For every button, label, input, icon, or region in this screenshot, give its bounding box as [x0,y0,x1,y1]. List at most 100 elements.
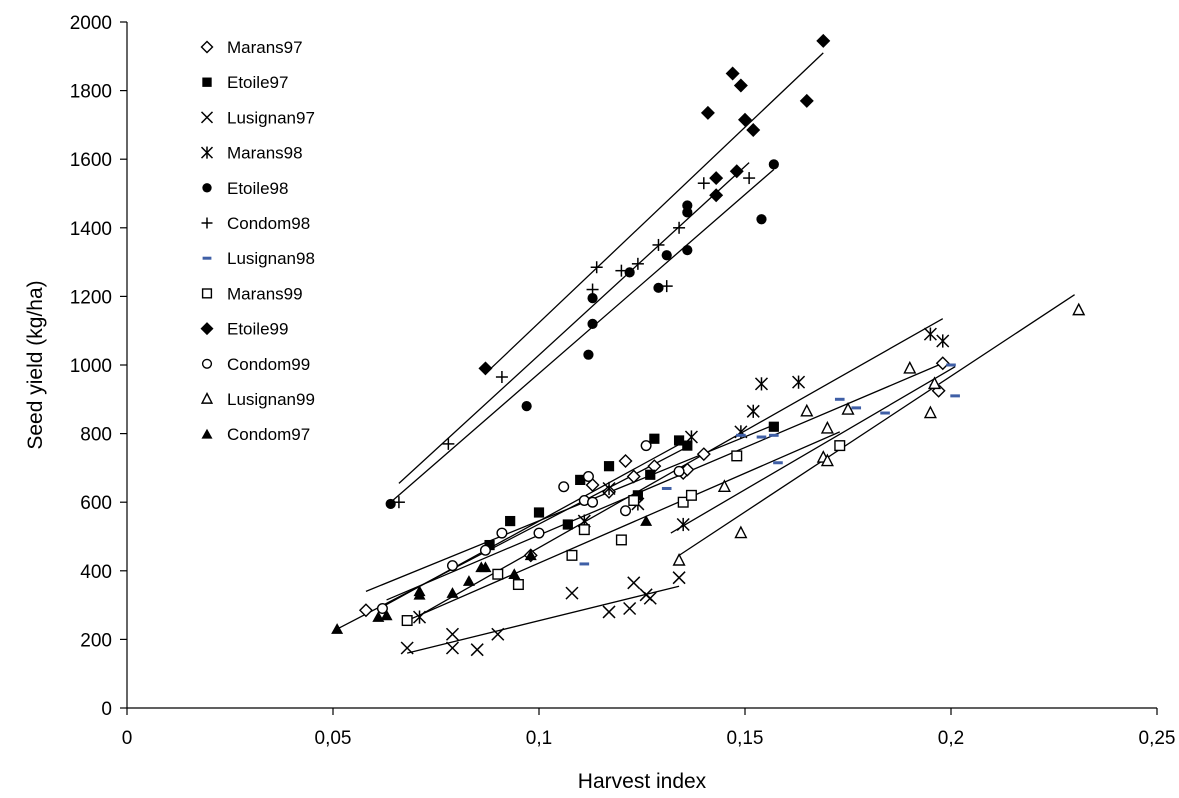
data-point [446,560,458,572]
x-tick-label: 0,1 [526,728,552,749]
data-point [672,552,686,566]
data-point [508,568,521,580]
data-point [623,601,637,616]
series-marans98 [412,327,950,624]
data-point [643,591,657,605]
legend-label: Marans99 [227,284,303,303]
data-point [652,238,665,251]
data-point [756,435,767,439]
data-point [927,376,942,390]
data-point [673,435,685,446]
trendline-lusignan97 [407,585,680,654]
trendline-etoile98 [390,168,775,503]
legend-marker [200,391,214,404]
data-point [496,527,508,539]
data-point [799,93,814,108]
data-point [512,579,524,591]
data-point [725,66,740,81]
legend-item-etoile99: Etoile99 [200,320,288,339]
data-point [587,318,598,329]
data-point [682,440,693,451]
trendline-etoile99 [484,52,824,375]
data-point [649,433,660,444]
data-point [618,454,633,469]
data-point [738,112,752,127]
data-point [816,33,831,48]
data-point [492,568,504,580]
data-point [558,481,570,493]
data-point [1072,302,1086,316]
data-point [682,200,693,211]
data-point [661,250,672,261]
legend-item-marans98: Marans98 [200,144,303,163]
legend-item-lusignan98: Lusignan98 [202,249,315,268]
trendline-lusignan98 [670,366,956,534]
trendline-condom97 [336,448,684,630]
legend-item-marans97: Marans97 [200,38,303,57]
y-tick-label: 1200 [70,287,112,308]
data-point [923,327,937,341]
data-point [820,420,834,434]
data-point [442,437,455,450]
y-tick-label: 800 [80,425,112,446]
data-point [583,349,594,360]
data-point [400,641,414,655]
data-point [660,280,673,293]
data-point [331,623,344,634]
trendline-condom98 [398,162,750,484]
data-point [376,603,388,615]
data-point [615,534,627,546]
data-point [413,585,426,597]
data-point [446,587,459,598]
trendline-marans97 [386,362,944,601]
series-condom98 [392,172,756,509]
data-point [401,615,413,627]
data-point [479,561,492,573]
data-point [717,479,731,492]
data-point [946,363,956,367]
data-point [462,575,475,586]
legend-marker [200,322,214,336]
data-point [696,447,711,462]
data-point [673,221,686,234]
data-point [582,470,594,482]
legend-marker [201,217,213,229]
data-point [524,549,537,561]
legend-item-marans99: Marans99 [201,284,303,303]
legend-marker [201,358,213,369]
data-point [602,605,616,619]
axes: 0 0,05 0,1 0,15 0,2 0,25 0 200 400 600 800 1000 1200… [70,13,1176,749]
data-point [697,177,710,190]
data-point [626,469,641,484]
data-point [653,282,664,293]
legend-item-condom98: Condom98 [201,214,310,233]
y-tick-label: 400 [80,562,112,583]
series-condom97 [331,515,653,634]
data-point [841,402,855,415]
data-point [479,544,491,556]
x-tick-label: 0,15 [727,728,764,749]
data-point [565,586,579,600]
legend-marker [202,183,212,193]
legend-label: Marans98 [227,144,303,163]
data-point [521,401,532,412]
x-tick-label: 0,05 [315,728,352,749]
legend-marker [202,77,212,87]
y-tick-label: 1800 [70,82,112,103]
data-point [682,244,693,256]
data-point [392,496,405,509]
data-point [936,334,950,348]
data-point [615,264,628,277]
series-lusignan99 [672,302,1086,566]
data-point [533,507,545,518]
data-point [620,505,632,517]
legend-marker [201,428,213,439]
legend-item-etoile97: Etoile97 [202,73,288,92]
series-lusignan97 [400,571,686,657]
data-point [578,524,590,536]
data-point [672,571,686,585]
x-tick-label: 0 [122,728,133,749]
x-axis-title: Harvest index [578,770,707,793]
data-point [923,405,937,419]
legend-marker [200,40,214,54]
